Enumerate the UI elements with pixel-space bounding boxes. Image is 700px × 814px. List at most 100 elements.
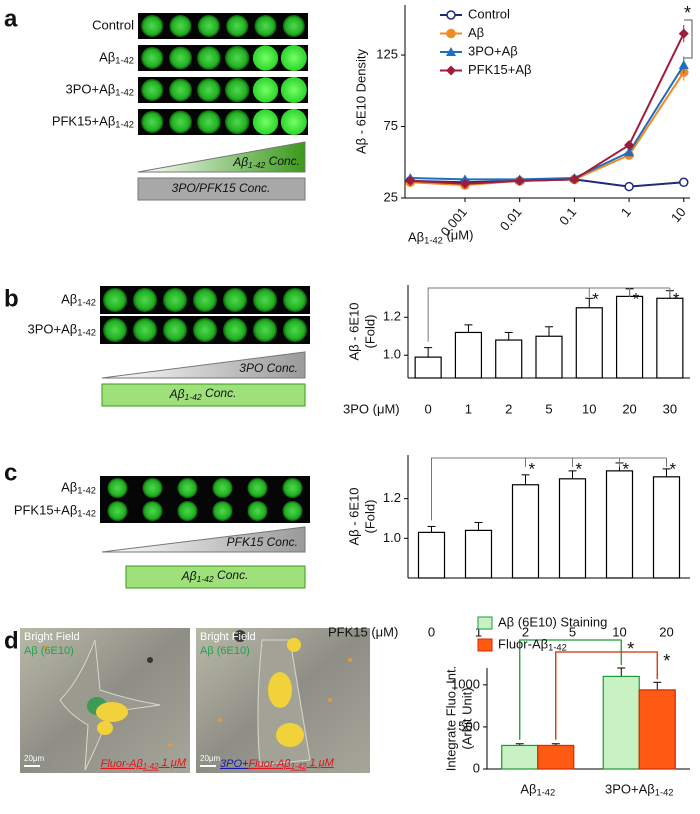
significance-bracket: [431, 457, 667, 521]
annotation: *: [670, 459, 677, 478]
marker: [405, 175, 416, 186]
blot-dot: [103, 318, 127, 342]
blot-dot: [280, 45, 307, 71]
gradient-label: PFK15 Conc.: [227, 535, 298, 549]
subscript: 1-42: [143, 762, 159, 771]
y-axis-label: (Arbit Unit): [459, 687, 474, 749]
text-rest: 1 μM: [306, 757, 334, 769]
bar: [605, 470, 634, 579]
image-caption: 3PO+: [220, 758, 249, 770]
legend-swatch: [477, 616, 493, 630]
y-tick-label: 1.2: [383, 309, 401, 324]
blot-dot: [169, 78, 192, 102]
x-tick-label: 0: [425, 401, 432, 416]
annotation: *: [576, 459, 583, 478]
blot-dot: [280, 109, 307, 135]
y-axis-label: Aβ - 6E10: [346, 302, 361, 360]
blot-dot: [169, 15, 192, 37]
y-axis-label: Aβ - 6E10 Density: [353, 48, 368, 154]
blot-dot: [223, 288, 247, 312]
blot-dot: [141, 15, 164, 37]
blot-dot: [163, 288, 187, 312]
subscript: 1-42: [184, 392, 201, 402]
blot-dot: [282, 501, 303, 521]
blot-strip: [138, 109, 308, 135]
blot-dot: [283, 288, 307, 312]
annotation: *: [592, 289, 599, 308]
blot-dot: [169, 46, 192, 70]
marker: [624, 181, 634, 192]
image-caption: Fluor-Aβ1-42 1 μM: [248, 757, 334, 771]
box-label: Aβ1-42 Conc.: [169, 386, 237, 402]
y-tick-label: 1000: [451, 676, 480, 691]
blot-dot: [224, 77, 250, 103]
marker: [624, 147, 635, 157]
y-tick-label: 1.0: [383, 347, 401, 362]
subscript: 1-42: [77, 509, 96, 519]
blot-dot: [254, 15, 277, 37]
bar: [454, 331, 483, 379]
scale-bar: 20μm: [24, 754, 45, 763]
blot-dot: [142, 478, 163, 498]
blot-dot: [252, 109, 279, 135]
gradient-triangle: [137, 141, 306, 173]
blot-dot: [223, 318, 247, 342]
text-rest: 1 μM: [159, 757, 187, 769]
x-tick-label: Aβ1-42: [520, 781, 555, 797]
blot-strip: [100, 476, 310, 500]
series-line: [410, 33, 685, 185]
blot-dot: [142, 501, 163, 521]
blot-dot: [212, 501, 233, 521]
marker: [459, 178, 470, 189]
y-axis-label: Aβ - 6E10: [346, 487, 361, 545]
y-tick-label: 1.2: [383, 490, 401, 505]
legend-label: Aβ: [468, 25, 484, 40]
blot-dot: [141, 47, 164, 69]
blot-row-label: PFK15+Aβ1-42: [14, 502, 96, 518]
legend-label: PFK15+Aβ: [468, 62, 531, 77]
blot-row-label: 3PO+Aβ1-42: [66, 81, 134, 97]
blot-dot: [283, 318, 307, 342]
box-label: 3PO/PFK15 Conc.: [172, 181, 271, 195]
x-tick-label: 1: [475, 624, 482, 639]
y-tick-label: 0: [473, 760, 480, 775]
blot-dot: [252, 77, 279, 103]
bar: [575, 307, 603, 379]
legend-marker: [446, 47, 456, 56]
gradient-triangle: [101, 526, 306, 553]
marker: [569, 174, 580, 185]
y-tick-label: 500: [458, 718, 480, 733]
annotation: *: [673, 289, 680, 308]
blot-row-label: Aβ1-42: [99, 49, 134, 65]
blot-row-label: Control: [92, 17, 134, 32]
subscript: 1-42: [77, 328, 96, 338]
blot-dot: [197, 110, 221, 134]
blot-strip: [138, 77, 308, 103]
blot-dot: [107, 478, 128, 498]
blot-dot: [103, 288, 127, 312]
y-axis-label: (Fold): [362, 500, 377, 534]
blot-dot: [282, 15, 305, 37]
annotation: *: [529, 459, 536, 478]
y-axis-label: (Fold): [362, 315, 377, 349]
legend-marker: [446, 10, 456, 20]
marker: [624, 140, 635, 151]
scale-bar: 20μm: [200, 754, 221, 763]
x-tick-label: 10: [582, 401, 596, 416]
legend-label: Fluor-Aβ1-42: [498, 636, 567, 652]
blot-dot: [163, 318, 187, 342]
blot-row-label: Aβ1-42: [61, 291, 96, 307]
marker: [678, 60, 689, 70]
blot-dot: [253, 288, 277, 312]
marker: [678, 28, 689, 39]
x-tick-label: 3PO+Aβ1-42: [605, 781, 673, 797]
x-tick-label: 10: [668, 204, 689, 225]
bar: [656, 297, 684, 379]
x-tick-label: 5: [569, 624, 576, 639]
text-rest: Conc.: [265, 154, 300, 168]
image-label: Bright Field: [24, 631, 80, 643]
bar: [417, 531, 446, 579]
bar: [615, 295, 644, 379]
panel-label: d: [4, 627, 19, 654]
marker: [679, 177, 689, 188]
